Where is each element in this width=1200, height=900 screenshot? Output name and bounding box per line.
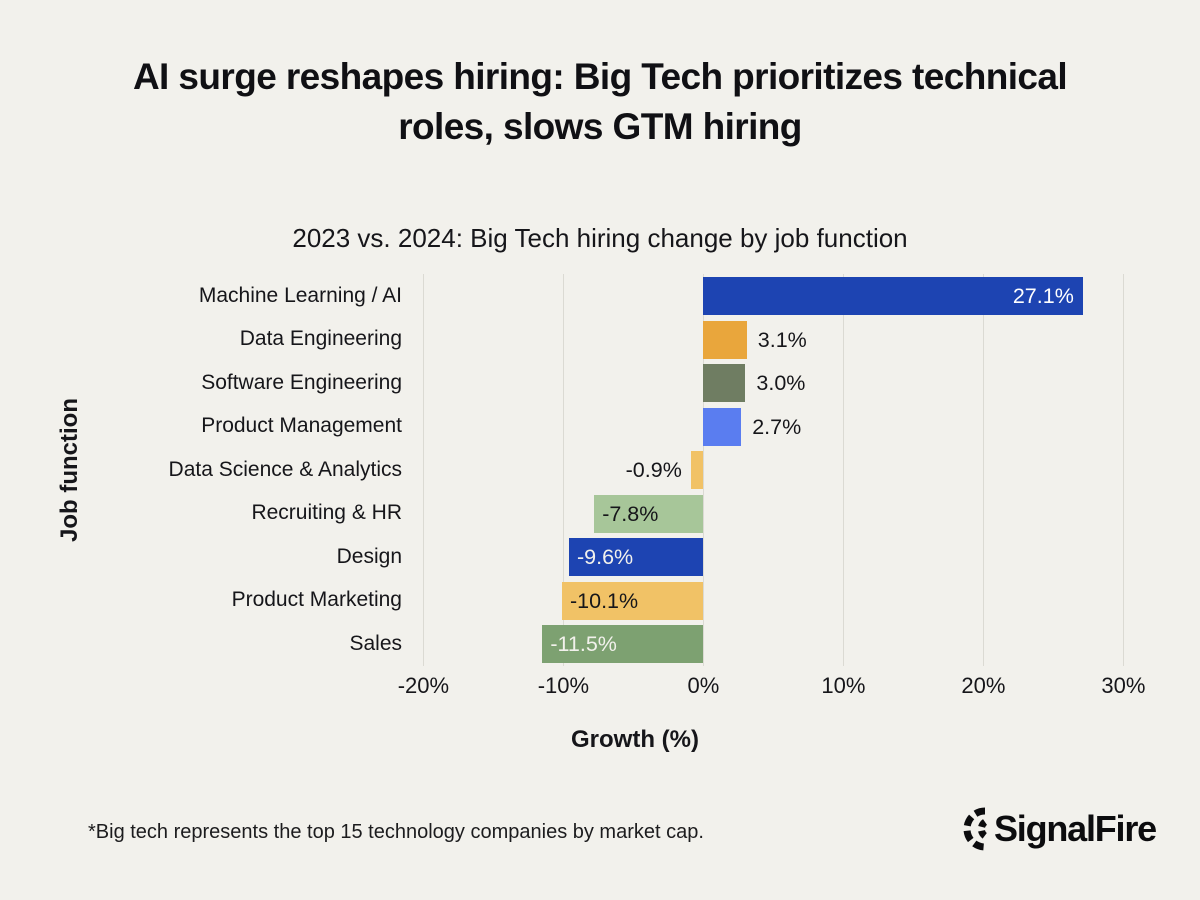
bar-row: -10.1% bbox=[408, 579, 1178, 623]
signalfire-logo: SignalFire bbox=[958, 806, 1157, 852]
bar-value-label: -9.6% bbox=[576, 545, 634, 569]
category-label: Design bbox=[336, 544, 402, 568]
bar-row: 3.1% bbox=[408, 318, 1178, 362]
category-label: Recruiting & HR bbox=[251, 501, 402, 525]
gridlines bbox=[408, 274, 1178, 666]
bar-value-label: -7.8% bbox=[602, 501, 659, 526]
signalfire-logo-icon bbox=[963, 807, 988, 851]
x-tick-label: 0% bbox=[687, 673, 720, 698]
gridline bbox=[703, 274, 705, 666]
gridline bbox=[983, 274, 985, 666]
signalfire-logo-text: SignalFire bbox=[993, 808, 1157, 849]
plot-wrap: 27.1% 3.1% 3.0% 2.7% -0.9% -7.8% -9.6% -10.1% -1… bbox=[398, 274, 1178, 704]
x-axis-ticks: -20% -10% 0% 10% 20% 30% bbox=[398, 668, 1178, 704]
x-tick-label: -10% bbox=[537, 673, 590, 698]
bar bbox=[568, 538, 704, 576]
category-label: Data Engineering bbox=[239, 327, 402, 351]
bar bbox=[594, 494, 704, 533]
x-tick-label: -20% bbox=[397, 673, 450, 698]
bar bbox=[562, 581, 704, 620]
category-label: Machine Learning / AI bbox=[198, 283, 402, 307]
bar bbox=[703, 277, 1083, 315]
bar-row: -11.5% bbox=[408, 622, 1178, 666]
category-label: Sales bbox=[349, 631, 402, 655]
bar-row: -7.8% bbox=[408, 492, 1178, 536]
bar-chart: Job function Machine Learning / AI Data E… bbox=[40, 274, 1178, 704]
bar-row: -9.6% bbox=[408, 535, 1178, 579]
category-label: Product Management bbox=[201, 414, 402, 438]
x-tick-label: 10% bbox=[821, 673, 866, 698]
category-label: Software Engineering bbox=[201, 370, 402, 394]
x-axis-title: Growth (%) bbox=[571, 726, 699, 753]
category-label: Product Marketing bbox=[231, 588, 402, 612]
bar bbox=[542, 625, 704, 663]
bar-value-label: -0.9% bbox=[625, 458, 682, 482]
category-label: Data Science & Analytics bbox=[168, 457, 402, 481]
bar-row: 3.0% bbox=[408, 361, 1178, 405]
plot-area: 27.1% 3.1% 3.0% 2.7% -0.9% -7.8% -9.6% -10.1% -1… bbox=[408, 274, 1178, 666]
bar-value-label: 2.7% bbox=[752, 414, 802, 439]
gridline bbox=[423, 274, 425, 666]
bar-value-label: -10.1% bbox=[570, 588, 639, 613]
bar bbox=[703, 407, 742, 446]
bar-value-label: 3.1% bbox=[757, 327, 807, 352]
bar-row: -0.9% bbox=[408, 448, 1178, 492]
gridline bbox=[843, 274, 845, 666]
gridline bbox=[563, 274, 565, 666]
chart-subtitle: 2023 vs. 2024: Big Tech hiring change by… bbox=[292, 222, 908, 253]
chart-title: AI surge reshapes hiring: Big Tech prior… bbox=[132, 56, 1068, 147]
bar-row: 27.1% bbox=[408, 274, 1178, 318]
bar-value-label: 3.0% bbox=[756, 371, 806, 395]
bar-value-label: 27.1% bbox=[1012, 284, 1074, 308]
y-axis-title-wrap: Job function bbox=[40, 274, 100, 666]
bar bbox=[690, 451, 704, 489]
bar bbox=[703, 364, 746, 402]
bar-row: 2.7% bbox=[408, 405, 1178, 449]
x-tick-label: 20% bbox=[961, 673, 1006, 698]
gridline bbox=[1123, 274, 1125, 666]
footnote: *Big tech represents the top 15 technolo… bbox=[88, 821, 704, 843]
bars-area: 27.1% 3.1% 3.0% 2.7% -0.9% -7.8% -9.6% -10.1% -1… bbox=[408, 274, 1178, 666]
bar bbox=[703, 320, 747, 359]
bar-value-label: -11.5% bbox=[550, 632, 617, 656]
category-labels: Machine Learning / AI Data Engineering Sof… bbox=[100, 274, 408, 704]
x-tick-label: 30% bbox=[1101, 673, 1146, 698]
y-axis-title: Job function bbox=[56, 398, 83, 542]
